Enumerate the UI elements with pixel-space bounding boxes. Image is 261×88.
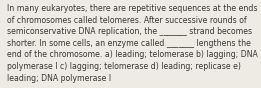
Text: leading; DNA polymerase I: leading; DNA polymerase I: [7, 74, 111, 83]
Text: semiconservative DNA replication, the _______ strand becomes: semiconservative DNA replication, the __…: [7, 27, 252, 36]
Text: polymerase I c) lagging; telomerase d) leading; replicase e): polymerase I c) lagging; telomerase d) l…: [7, 62, 240, 71]
Text: of chromosomes called telomeres. After successive rounds of: of chromosomes called telomeres. After s…: [7, 16, 246, 25]
Text: In many eukaryotes, there are repetitive sequences at the ends: In many eukaryotes, there are repetitive…: [7, 4, 257, 13]
Text: end of the chromosome. a) leading; telomerase b) lagging; DNA: end of the chromosome. a) leading; telom…: [7, 50, 257, 59]
Text: shorter. In some cells, an enzyme called _______ lengthens the: shorter. In some cells, an enzyme called…: [7, 39, 250, 48]
